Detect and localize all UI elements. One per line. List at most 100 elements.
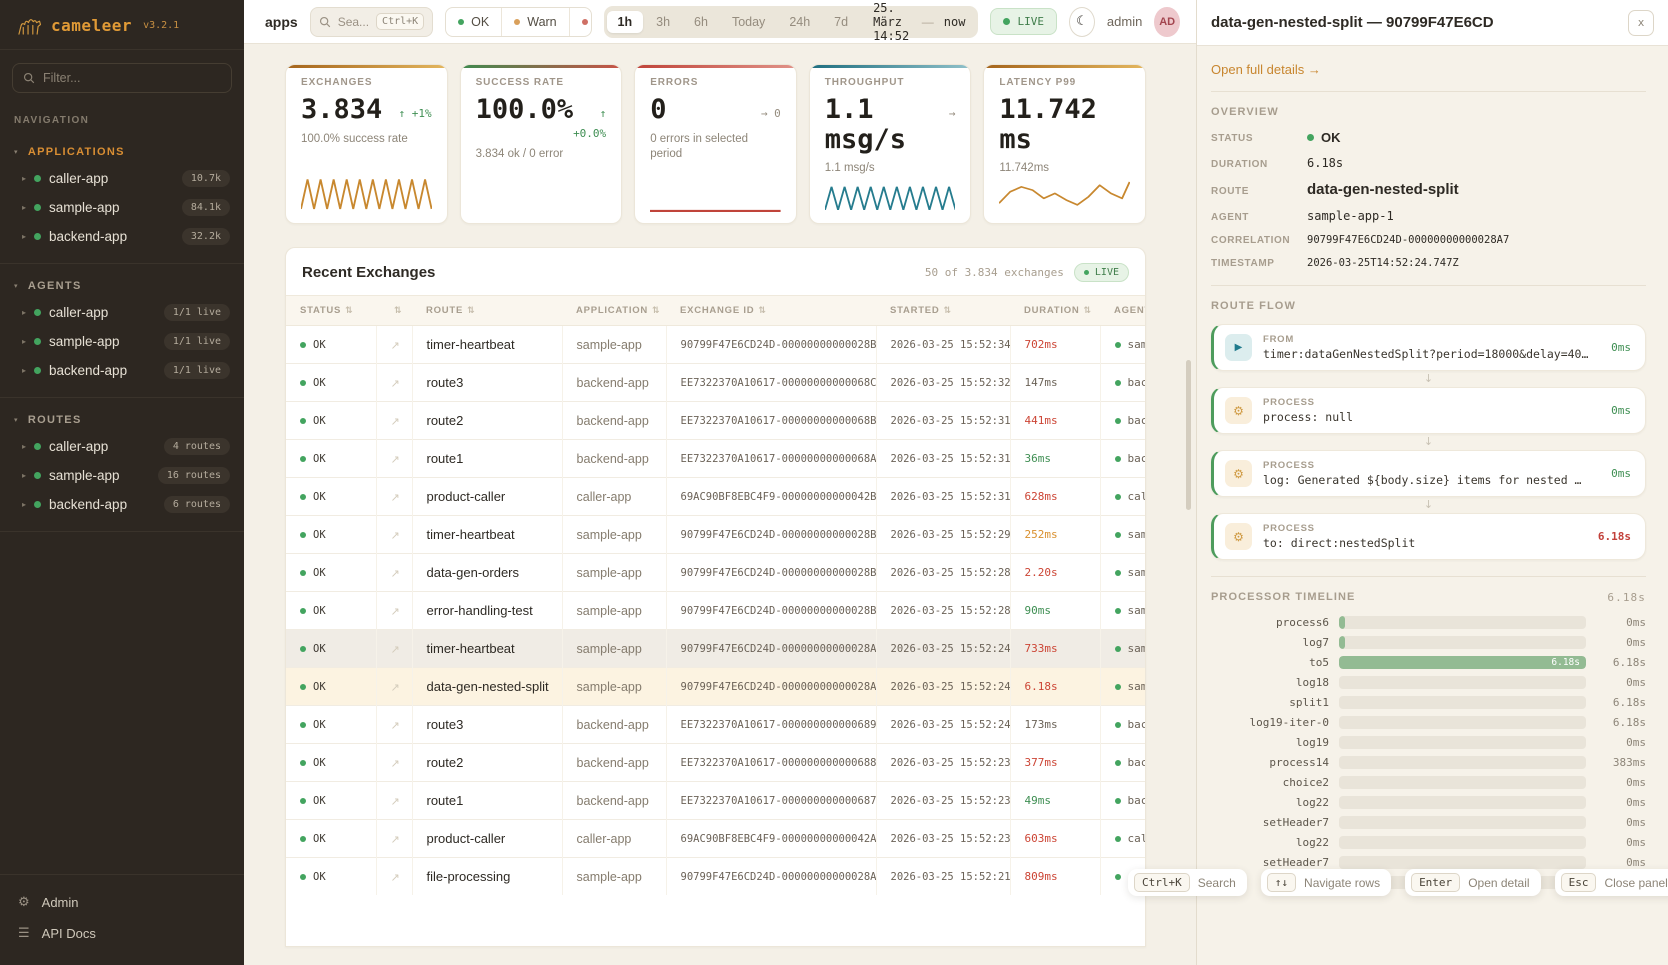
col-expand[interactable]: ⇅ (376, 295, 412, 326)
sidebar-item-application[interactable]: ▸ caller-app 10.7k (0, 164, 244, 193)
search-box[interactable]: Sea... Ctrl+K (309, 6, 434, 37)
timeline-row: log22 0ms (1295, 836, 1646, 849)
sidebar-item-application[interactable]: ▸ sample-app 84.1k (0, 193, 244, 222)
chevron-right-icon: ▸ (22, 471, 27, 480)
date-range-start[interactable]: 25. März 14:52 (873, 0, 910, 43)
kpi-card-latency: LATENCY P99 11.742 ms 11.742ms (983, 64, 1146, 224)
section-header-agents[interactable]: ▾ AGENTS (14, 280, 82, 292)
timestamp-value: 2026-03-25T14:52:24.747Z (1307, 257, 1459, 269)
col-exchange-id[interactable]: EXCHANGE ID ⇅ (666, 295, 876, 326)
sidebar-item-admin[interactable]: ⚙ Admin (18, 895, 79, 910)
range-24h[interactable]: 24h (789, 14, 811, 29)
close-icon[interactable]: x (1628, 9, 1654, 36)
live-toggle[interactable]: LIVE (990, 8, 1057, 35)
open-detail-icon[interactable]: ↗ (390, 605, 400, 618)
sidebar-filter[interactable] (12, 63, 232, 93)
col-started[interactable]: STARTED ⇅ (876, 295, 1010, 326)
status-dot (300, 873, 306, 880)
open-detail-icon[interactable]: ↗ (390, 453, 400, 466)
flow-step[interactable]: ⚙ PROCESS log: Generated ${body.size} it… (1211, 450, 1646, 497)
sidebar-item-route[interactable]: ▸ backend-app 6 routes (0, 490, 244, 519)
open-full-details-link[interactable]: Open full details → (1211, 62, 1321, 77)
range-3h[interactable]: 3h (656, 14, 671, 29)
main-scrollbar[interactable] (1186, 360, 1191, 510)
range-7d[interactable]: 7d (834, 14, 849, 29)
timeline-bar (1339, 856, 1586, 869)
agent-value: sample-app-1 (1307, 209, 1394, 223)
col-route[interactable]: ROUTE ⇅ (412, 295, 562, 326)
sidebar-filter-input[interactable] (43, 71, 221, 85)
open-detail-icon[interactable]: ↗ (390, 643, 400, 656)
timeline-row: log22 0ms (1295, 796, 1646, 809)
open-detail-icon[interactable]: ↗ (390, 757, 400, 770)
range-1h[interactable]: 1h (606, 10, 644, 33)
open-detail-icon[interactable]: ↗ (390, 719, 400, 732)
kpi-card-exchanges: EXCHANGES 3.834 ↑ +1% 100.0% success rat… (285, 64, 448, 224)
open-detail-icon[interactable]: ↗ (390, 339, 400, 352)
kpi-card-errors: ERRORS 0 → 0 0 errors in selected period (634, 64, 797, 224)
open-detail-icon[interactable]: ↗ (390, 871, 400, 884)
table-row[interactable]: OK ↗ product-caller caller-app 69AC90BF8… (286, 819, 1145, 858)
filter-warn[interactable]: Warn (501, 7, 568, 36)
kpi-value: 3.834 (301, 94, 383, 125)
table-row[interactable]: OK ↗ timer-heartbeat sample-app 90799F47… (286, 515, 1145, 554)
sidebar-item-agent[interactable]: ▸ sample-app 1/1 live (0, 327, 244, 356)
flow-step[interactable]: ⚙ PROCESS process: null 0ms (1211, 387, 1646, 434)
sidebar-section-applications: ▾ APPLICATIONS ▸ caller-app 10.7k ▸ (0, 130, 244, 264)
sidebar-item-api-docs[interactable]: ☰ API Docs (18, 926, 96, 941)
keyboard-shortcuts-bar: Ctrl+K Search ↑↓ Navigate rows Enter Ope… (1128, 869, 1668, 896)
table-row[interactable]: OK ↗ timer-heartbeat sample-app 90799F47… (286, 629, 1145, 668)
flow-step[interactable]: ⚙ PROCESS to: direct:nestedSplit 6.18s (1211, 513, 1646, 560)
flow-step[interactable]: ▶ FROM timer:dataGenNestedSplit?period=1… (1211, 324, 1646, 371)
avatar[interactable]: AD (1154, 6, 1180, 37)
col-duration[interactable]: DURATION ⇅ (1010, 295, 1100, 326)
filter-error[interactable]: E (568, 7, 591, 36)
table-row[interactable]: OK ↗ route3 backend-app EE7322370A10617-… (286, 363, 1145, 402)
open-detail-icon[interactable]: ↗ (390, 415, 400, 428)
section-header-applications[interactable]: ▾ APPLICATIONS (14, 146, 125, 158)
range-today[interactable]: Today (731, 14, 766, 29)
table-row[interactable]: OK ↗ data-gen-orders sample-app 90799F47… (286, 553, 1145, 592)
table-row[interactable]: OK ↗ route2 backend-app EE7322370A10617-… (286, 401, 1145, 440)
table-row[interactable]: OK ↗ file-processing sample-app 90799F47… (286, 857, 1145, 895)
theme-toggle[interactable]: ☾ (1068, 6, 1095, 37)
agent-dot (1114, 797, 1121, 804)
open-detail-icon[interactable]: ↗ (390, 567, 400, 580)
open-detail-icon[interactable]: ↗ (390, 377, 400, 390)
section-header-routes[interactable]: ▾ ROUTES (14, 414, 82, 426)
table-row[interactable]: OK ↗ route1 backend-app EE7322370A10617-… (286, 439, 1145, 478)
error-dot (581, 18, 588, 25)
tab-apps[interactable]: apps (265, 13, 298, 30)
open-detail-icon[interactable]: ↗ (390, 833, 400, 846)
table-row[interactable]: OK ↗ product-caller caller-app 69AC90BF8… (286, 477, 1145, 516)
col-status[interactable]: STATUS ⇅ (286, 295, 376, 326)
agent-dot (1114, 493, 1121, 500)
open-detail-icon[interactable]: ↗ (390, 795, 400, 808)
table-row[interactable]: OK ↗ route3 backend-app EE7322370A10617-… (286, 705, 1145, 744)
sidebar-item-application[interactable]: ▸ backend-app 32.2k (0, 222, 244, 251)
open-detail-icon[interactable]: ↗ (390, 681, 400, 694)
status-dot (34, 233, 42, 240)
open-detail-icon[interactable]: ↗ (390, 491, 400, 504)
filter-ok[interactable]: OK (446, 8, 501, 36)
col-agent[interactable]: AGENT⇅ (1100, 295, 1145, 326)
open-detail-icon[interactable]: ↗ (390, 529, 400, 542)
table-row[interactable]: OK ↗ error-handling-test sample-app 9079… (286, 591, 1145, 630)
sidebar-item-route[interactable]: ▸ caller-app 4 routes (0, 432, 244, 461)
search-icon (319, 16, 330, 27)
sidebar-item-agent[interactable]: ▸ caller-app 1/1 live (0, 298, 244, 327)
sidebar-item-route[interactable]: ▸ sample-app 16 routes (0, 461, 244, 490)
status-dot (300, 531, 306, 538)
agent-dot (1114, 721, 1121, 728)
col-application[interactable]: APPLICATION ⇅ (562, 295, 666, 326)
kpi-delta-pct: +0.0% (573, 126, 607, 140)
table-row[interactable]: OK ↗ route1 backend-app EE7322370A10617-… (286, 781, 1145, 820)
sidebar-item-agent[interactable]: ▸ backend-app 1/1 live (0, 356, 244, 385)
table-row[interactable]: OK ↗ route2 backend-app EE7322370A10617-… (286, 743, 1145, 782)
sparkline-throughput (824, 186, 956, 210)
chevron-down-icon: ▾ (14, 416, 19, 424)
date-range-end[interactable]: now (943, 14, 966, 29)
table-row[interactable]: OK ↗ timer-heartbeat sample-app 90799F47… (286, 325, 1145, 364)
range-6h[interactable]: 6h (694, 14, 708, 29)
table-row[interactable]: OK ↗ data-gen-nested-split sample-app 90… (286, 667, 1145, 706)
